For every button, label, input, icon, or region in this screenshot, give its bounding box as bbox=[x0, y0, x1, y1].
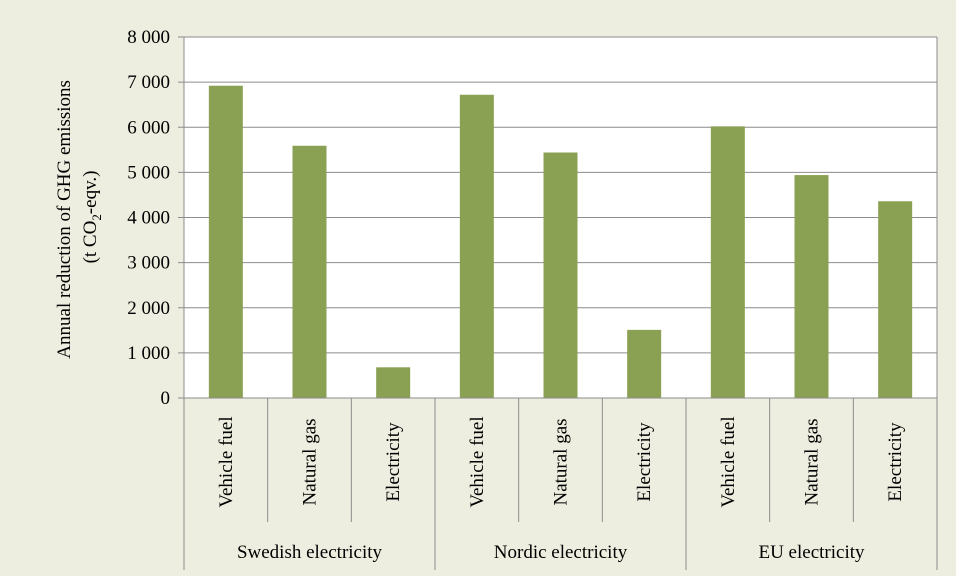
category-label: Electricity bbox=[383, 422, 404, 502]
y-tick-label: 0 bbox=[161, 388, 171, 409]
y-tick-label: 4 000 bbox=[127, 208, 170, 229]
y-tick-label: 6 000 bbox=[127, 117, 170, 138]
category-label: Natural gas bbox=[551, 418, 572, 505]
category-label: Natural gas bbox=[300, 418, 321, 505]
y-axis-title-line2: (t CO2-eqv.) bbox=[80, 171, 104, 264]
x-labels: Vehicle fuel Natural gas Electricity Swedis… bbox=[216, 416, 906, 563]
bar bbox=[292, 145, 327, 398]
y-tick-label: 3 000 bbox=[127, 253, 170, 274]
y-axis-title-line1: Annual reduction of GHG emissions bbox=[54, 80, 75, 359]
category-label: Electricity bbox=[885, 422, 906, 502]
category-label: Natural gas bbox=[802, 418, 823, 505]
category-label: Vehicle fuel bbox=[718, 416, 739, 507]
category-label: Vehicle fuel bbox=[467, 416, 488, 507]
bar bbox=[459, 94, 494, 398]
y-tick-label: 2 000 bbox=[127, 298, 170, 319]
bar bbox=[878, 201, 913, 398]
y-tick-labels: 0 1 000 2 000 3 000 4 000 5 000 6 000 7 000 8 00… bbox=[127, 27, 170, 409]
bar bbox=[376, 367, 411, 398]
axes bbox=[178, 36, 938, 570]
bar bbox=[794, 175, 829, 398]
bar bbox=[710, 126, 745, 398]
group-label: Nordic electricity bbox=[494, 542, 628, 563]
group-label: Swedish electricity bbox=[237, 542, 383, 563]
group-label: EU electricity bbox=[758, 542, 865, 563]
y-tick-label: 5 000 bbox=[127, 162, 170, 183]
y-tick-label: 8 000 bbox=[127, 27, 170, 48]
category-label: Vehicle fuel bbox=[216, 416, 237, 507]
y-tick-label: 7 000 bbox=[127, 72, 170, 93]
bars bbox=[208, 85, 913, 399]
bar bbox=[543, 152, 578, 398]
bar bbox=[208, 85, 243, 399]
category-label: Electricity bbox=[634, 422, 655, 502]
bar bbox=[627, 329, 662, 398]
y-axis-title: Annual reduction of GHG emissions (t CO2… bbox=[54, 75, 104, 358]
y-tick-label: 1 000 bbox=[127, 343, 170, 364]
